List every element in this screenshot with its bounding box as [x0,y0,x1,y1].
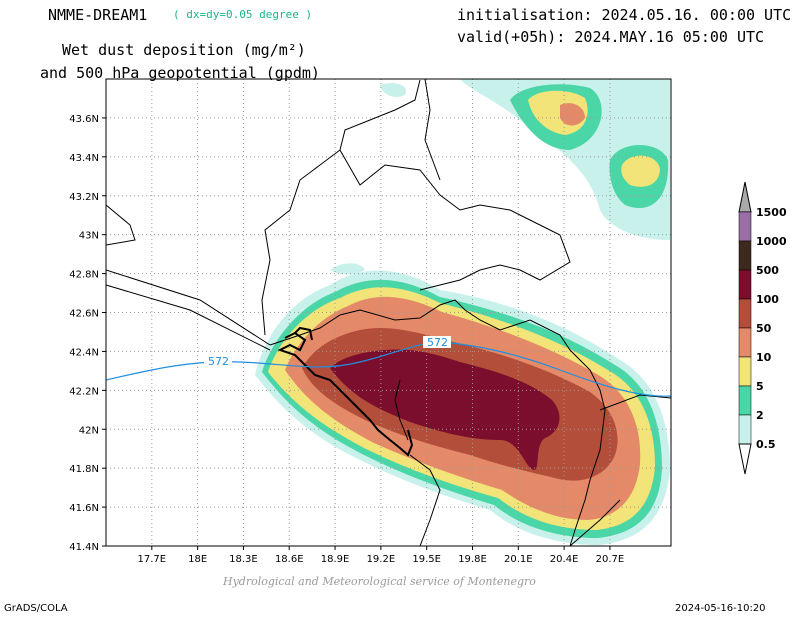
legend-level-label: 5 [756,380,764,393]
dust-field [255,79,670,545]
legend-swatch [738,211,752,242]
variable-title-line1: Wet dust deposition (mg/m²) [62,41,306,59]
lon-tick-label: 19.2E [367,554,396,565]
lon-tick-label: 20.7E [596,554,625,565]
variable-title-line2: and 500 hPa geopotential (gpdm) [40,64,320,82]
legend-swatch [738,269,752,300]
axis-ticks: 41.4N 41.6N 41.8N 42N 42.2N 42.4N 42.6N 42.8N 43… [69,114,624,565]
lat-tick-label: 41.4N [69,542,99,553]
legend-level-label: 2 [756,409,764,422]
legend-level-label: 1000 [756,235,787,248]
lon-tick-label: 19.5E [412,554,441,565]
valid-time: valid(+05h): 2024.MAY.16 05:00 UTC [457,28,765,46]
legend-level-label: 10 [756,351,772,364]
color-legend: 1500 1000 500 100 50 10 5 2 0.5 [738,181,787,475]
legend-swatch [738,356,752,387]
lon-tick-label: 18.3E [229,554,258,565]
legend-level-label: 1500 [756,206,787,219]
contour-label-bg-right [423,336,451,348]
lat-tick-label: 41.8N [69,464,99,475]
legend-swatch [738,298,752,329]
lon-tick-label: 18.9E [321,554,350,565]
lon-tick-label: 20.1E [504,554,533,565]
software-credit: GrADS/COLA [4,603,68,614]
lat-tick-label: 43.2N [69,192,99,203]
legend-level-label: 100 [756,293,779,306]
legend-underflow-arrow [738,443,752,475]
lat-tick-label: 42.6N [69,309,99,320]
model-title: NMME-DREAM1 [48,6,148,24]
contour-label-bg-left [204,355,232,367]
lat-tick-label: 42.4N [69,347,99,358]
legend-swatch [738,385,752,416]
lat-tick-label: 42N [79,425,99,436]
lat-tick-label: 43N [79,231,99,242]
lon-tick-label: 18.6E [275,554,304,565]
lat-tick-label: 43.4N [69,153,99,164]
initialisation-time: initialisation: 2024.05.16. 00:00 UTC [457,6,792,24]
lat-tick-label: 42.2N [69,386,99,397]
lon-tick-label: 19.8E [458,554,487,565]
legend-swatch [738,240,752,271]
lat-tick-label: 43.6N [69,114,99,125]
legend-level-label: 0.5 [756,438,776,451]
lon-tick-label: 17.7E [138,554,167,565]
country-borders [106,79,671,546]
legend-level-label: 500 [756,264,779,277]
legend-level-label: 50 [756,322,772,335]
generation-timestamp: 2024-05-16-10:20 [675,603,766,614]
lat-tick-label: 42.8N [69,270,99,281]
contour-label-left: 572 [208,355,229,368]
legend-swatch [738,327,752,358]
agency-credit: Hydrological and Meteorological service … [223,575,536,588]
contour-label-right: 572 [427,336,448,349]
lon-tick-label: 20.4E [550,554,579,565]
coastline [277,326,414,457]
resolution-note: ( dx=dy=0.05 degree ) [173,8,313,21]
legend-overflow-arrow [738,181,752,213]
lon-tick-label: 18E [188,554,207,565]
lat-tick-label: 41.6N [69,503,99,514]
legend-swatch [738,414,752,445]
